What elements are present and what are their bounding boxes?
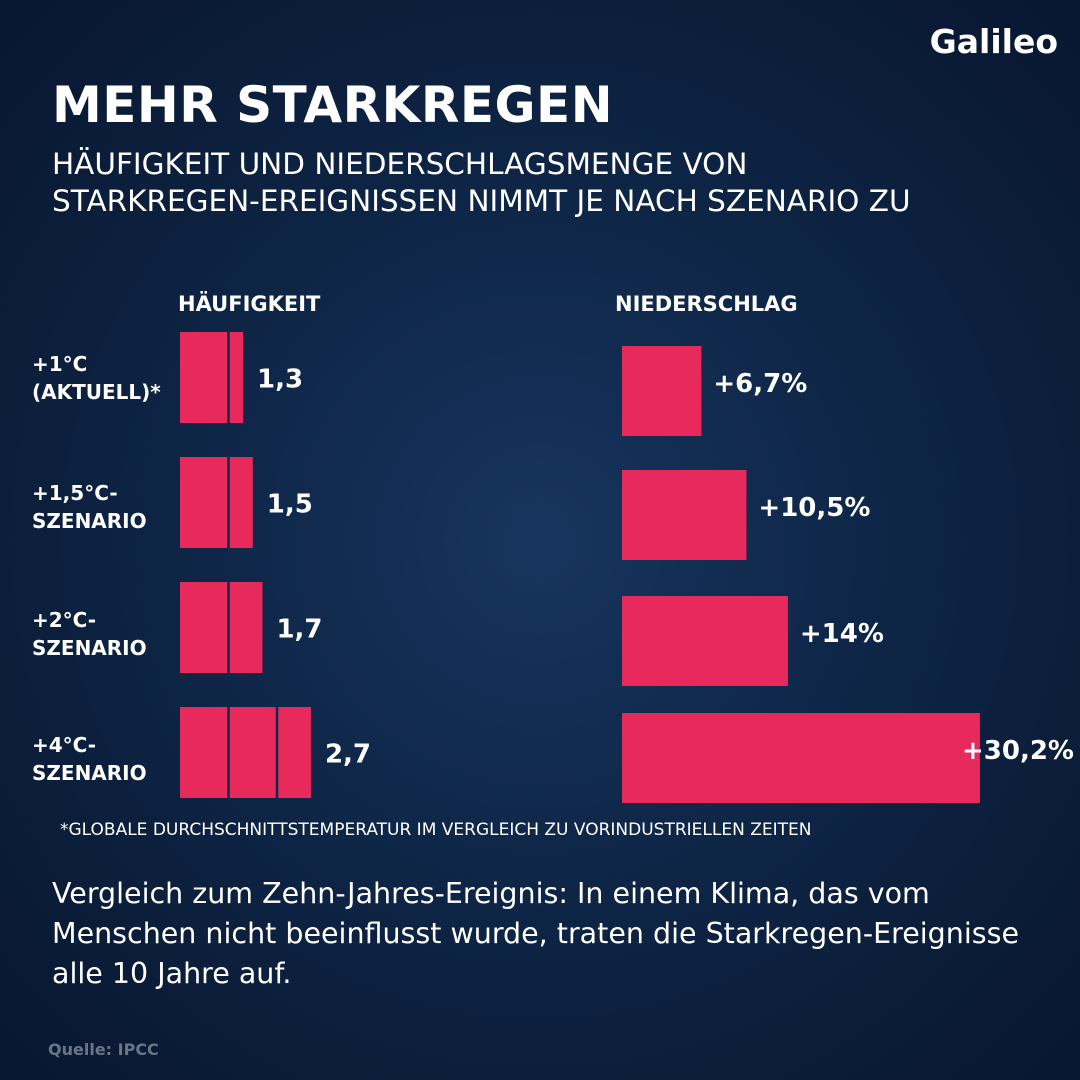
row-label-1-5c: +1,5°C- SZENARIO bbox=[32, 481, 147, 533]
row-label-4c: +4°C- SZENARIO bbox=[32, 733, 147, 785]
frequency-value-label: 2,7 bbox=[325, 740, 371, 770]
precipitation-value-label: +14% bbox=[800, 619, 884, 649]
frequency-bar bbox=[180, 332, 244, 423]
page-title: MEHR STARKREGEN bbox=[52, 76, 614, 134]
precipitation-bar bbox=[622, 713, 980, 803]
frequency-chart-title: HÄUFIGKEIT bbox=[178, 292, 321, 316]
frequency-bar bbox=[180, 707, 311, 798]
frequency-value-label: 1,7 bbox=[276, 615, 322, 645]
precipitation-bar bbox=[622, 346, 702, 436]
precipitation-bar bbox=[622, 470, 747, 560]
frequency-bar bbox=[180, 457, 253, 548]
galileo-logo: Galileo bbox=[929, 22, 1058, 61]
frequency-value-label: 1,3 bbox=[257, 365, 303, 395]
row-label-1c: +1°C (AKTUELL)* bbox=[32, 352, 161, 404]
precipitation-bar bbox=[622, 596, 788, 686]
precipitation-chart-title: NIEDERSCHLAG bbox=[615, 292, 798, 316]
footnote: *GLOBALE DURCHSCHNITTSTEMPERATUR IM VERG… bbox=[60, 820, 812, 840]
precipitation-value-label: +10,5% bbox=[758, 493, 870, 523]
page-subtitle: HÄUFIGKEIT UND NIEDERSCHLAGSMENGE VON ST… bbox=[52, 147, 911, 218]
frequency-bar bbox=[180, 582, 263, 673]
source-label: Quelle: IPCC bbox=[48, 1040, 159, 1059]
row-label-2c: +2°C- SZENARIO bbox=[32, 608, 147, 660]
precipitation-value-label: +30,2% bbox=[962, 736, 1074, 766]
explanation-text: Vergleich zum Zehn-Jahres-Ereignis: In e… bbox=[52, 877, 1019, 990]
frequency-value-label: 1,5 bbox=[267, 490, 313, 520]
precipitation-value-label: +6,7% bbox=[713, 369, 807, 399]
